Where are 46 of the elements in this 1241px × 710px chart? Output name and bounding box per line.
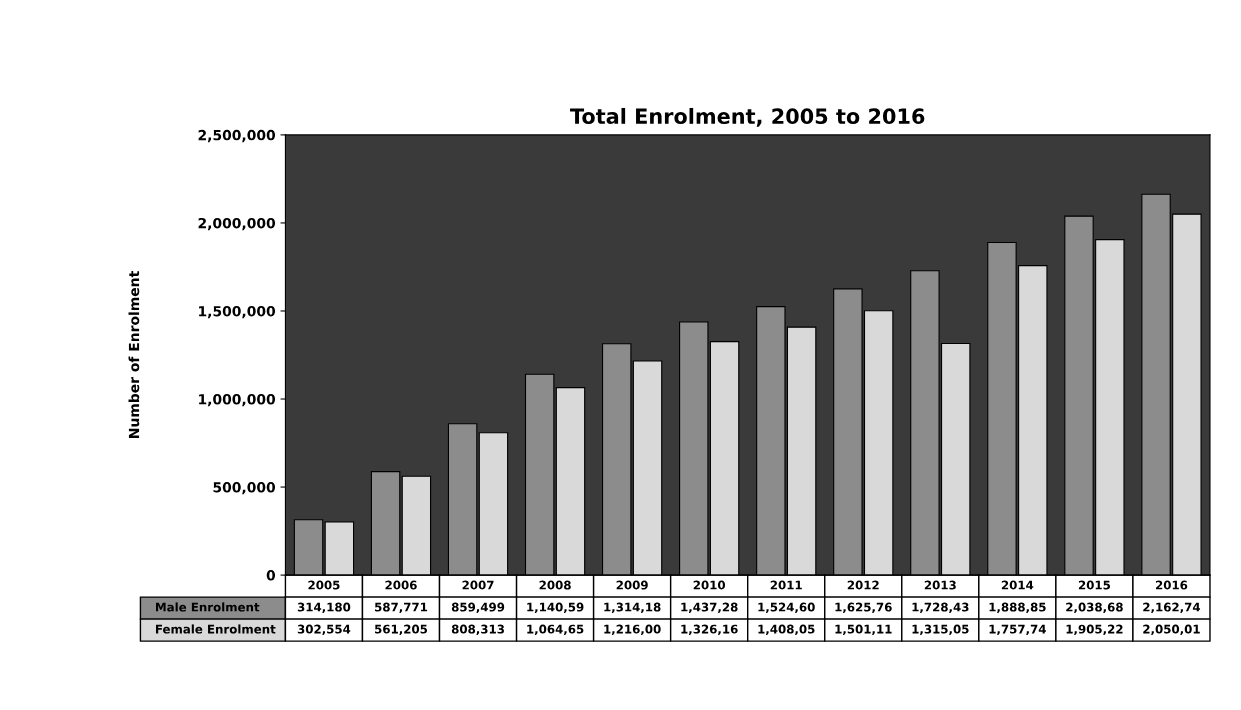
data-label: 1,888,85 xyxy=(989,602,1046,614)
x-tick-label: 2011 xyxy=(770,580,802,590)
data-label: 1,905,22 xyxy=(1066,624,1123,636)
chart-title: Total Enrolment, 2005 to 2016 xyxy=(570,107,925,127)
y-tick-label: 1,500,000 xyxy=(199,305,276,319)
data-label: 561,205 xyxy=(375,624,428,636)
data-label: 314,180 xyxy=(297,602,351,614)
data-label: 859,499 xyxy=(451,602,505,614)
y-axis-title: Number of Enrolment xyxy=(128,271,140,438)
x-tick-label: 2016 xyxy=(1155,580,1188,590)
data-label: 1,314,18 xyxy=(604,602,661,614)
data-label: 1,140,59 xyxy=(527,602,584,614)
data-label: 2,162,74 xyxy=(1143,602,1201,614)
x-tick-label: 2014 xyxy=(1001,580,1034,590)
x-tick-label: 2015 xyxy=(1078,580,1111,590)
x-tick-label: 2010 xyxy=(693,580,726,590)
data-label: 1,757,74 xyxy=(989,624,1046,636)
text: Female Enrolment xyxy=(156,624,276,634)
data-label: 1,216,00 xyxy=(604,624,661,636)
y-tick-label: 500,000 xyxy=(213,482,276,495)
data-label: 1,064,65 xyxy=(527,624,584,636)
data-label: 587,771 xyxy=(375,602,428,614)
x-tick-label: 2013 xyxy=(924,580,956,590)
data-label: 2,038,68 xyxy=(1066,602,1123,614)
data-label: 808,313 xyxy=(451,624,504,636)
x-tick-label: 2006 xyxy=(385,580,417,590)
x-tick-label: 2012 xyxy=(847,580,879,590)
x-tick-label: 2008 xyxy=(539,580,571,590)
data-label: 1,437,28 xyxy=(681,602,738,614)
data-label: 1,315,05 xyxy=(912,624,969,636)
data-label: 302,554 xyxy=(297,624,351,636)
data-label: 1,728,43 xyxy=(912,602,969,614)
data-label: 1,524,60 xyxy=(758,602,815,614)
y-tick-label: 2,000,000 xyxy=(198,217,276,231)
x-tick-label: 2009 xyxy=(616,580,648,590)
y-tick-label: 2,500,000 xyxy=(198,129,276,143)
data-label: 2,050,01 xyxy=(1143,624,1200,636)
text: Male Enrolment xyxy=(156,602,260,612)
data-label: 1,501,11 xyxy=(835,624,892,636)
x-tick-label: 2005 xyxy=(308,580,340,590)
y-tick-label: 1,000,000 xyxy=(199,393,276,407)
x-tick-label: 2007 xyxy=(462,580,494,590)
data-label: 1,326,16 xyxy=(681,624,738,636)
y-tick-label: 0 xyxy=(266,570,276,581)
data-label: 1,408,05 xyxy=(758,624,815,636)
data-label: 1,625,76 xyxy=(835,602,892,614)
